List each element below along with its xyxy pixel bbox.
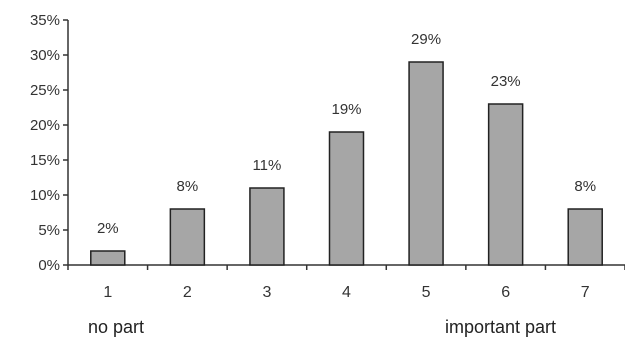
bars	[90, 61, 603, 266]
bar	[408, 61, 444, 266]
bar-value-label: 23%	[491, 73, 521, 90]
bar-value-label: 11%	[252, 157, 281, 174]
bar	[567, 208, 603, 266]
bar-value-label: 29%	[411, 31, 441, 48]
x-right-end-label: important part	[445, 317, 556, 337]
bar-value-label: 19%	[331, 101, 361, 118]
bar	[169, 208, 206, 266]
y-tick-label: 0%	[38, 257, 60, 274]
y-axis: 0% 5% 10% 15% 20% 25% 30% 35%	[30, 12, 69, 274]
y-tick-label: 35%	[30, 12, 60, 29]
x-tick-label: 4	[342, 284, 351, 301]
y-tick-label: 10%	[30, 187, 60, 204]
x-tick-label: 6	[501, 284, 510, 301]
x-axis: 1 2 3 4 5 6 7	[67, 264, 625, 301]
bar	[487, 103, 524, 266]
y-tick-label: 30%	[30, 47, 60, 64]
y-tick-label: 25%	[30, 82, 60, 99]
bar-value-label: 8%	[177, 178, 199, 195]
x-tick-label: 2	[183, 284, 192, 301]
x-tick-label: 5	[422, 284, 431, 301]
y-tick-label: 5%	[38, 222, 60, 239]
bar-value-label: 2%	[97, 220, 119, 237]
x-tick-label: 7	[581, 284, 590, 301]
bar	[249, 187, 285, 266]
x-left-end-label: no part	[88, 317, 144, 337]
y-tick-label: 20%	[30, 117, 60, 134]
data-labels: 2% 8% 11% 19% 29% 23% 8%	[97, 31, 596, 237]
bar	[90, 250, 126, 266]
y-tick-label: 15%	[30, 152, 60, 169]
x-tick-label: 1	[103, 284, 112, 301]
bar	[328, 131, 365, 266]
x-tick-label: 3	[262, 284, 271, 301]
bar-value-label: 8%	[574, 178, 596, 195]
